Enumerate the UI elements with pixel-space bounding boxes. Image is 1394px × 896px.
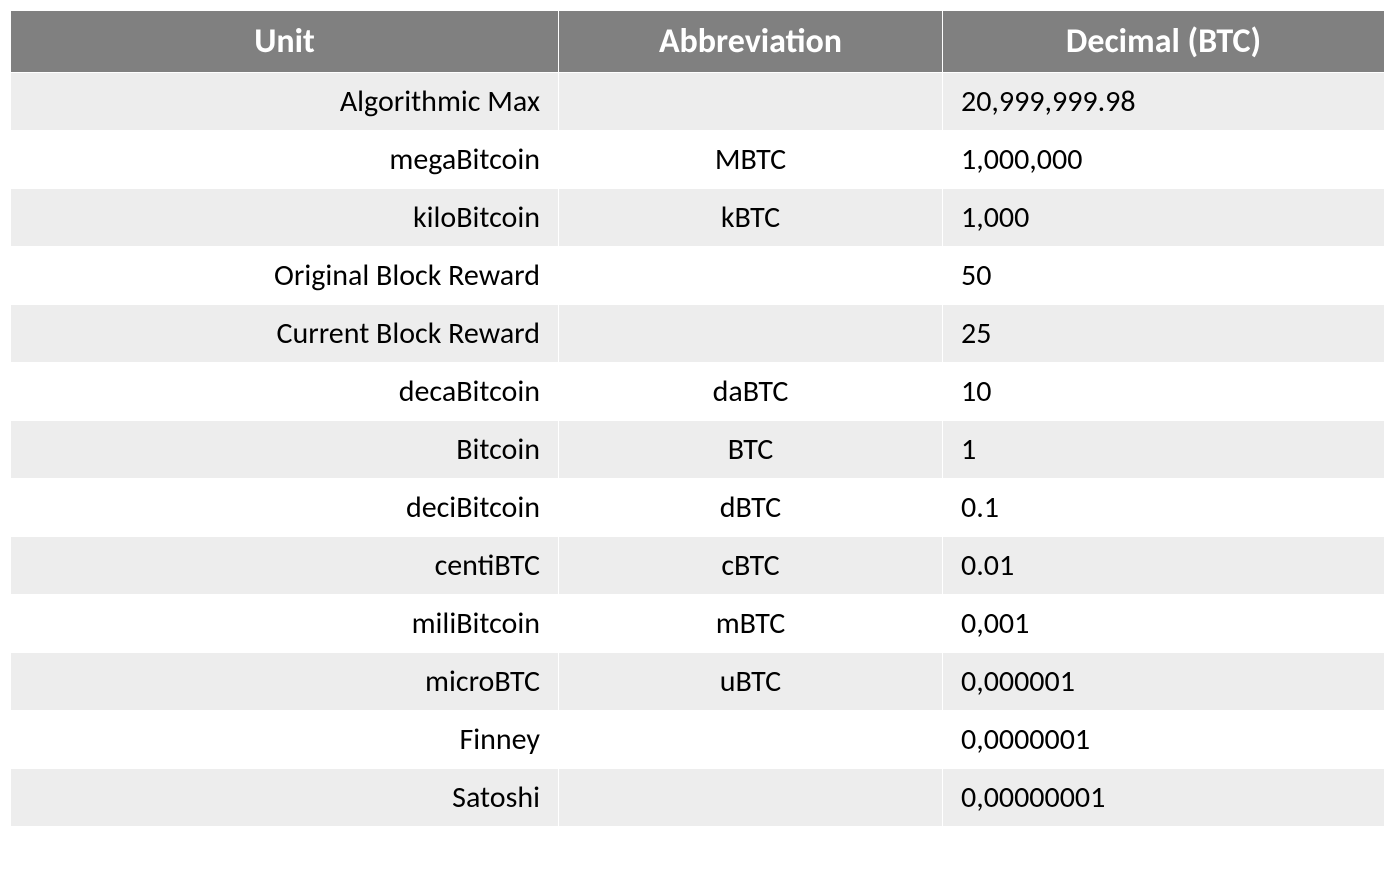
table-header-row: Unit Abbreviation Decimal (BTC) xyxy=(11,11,1385,73)
col-header-decimal: Decimal (BTC) xyxy=(943,11,1385,73)
cell-decimal: 0,000001 xyxy=(943,653,1385,711)
cell-decimal: 0.01 xyxy=(943,537,1385,595)
cell-abbrev: mBTC xyxy=(559,595,943,653)
cell-abbrev: kBTC xyxy=(559,189,943,247)
cell-decimal: 20,999,999.98 xyxy=(943,73,1385,131)
cell-unit: deciBitcoin xyxy=(11,479,559,537)
table-row: miliBitcoin mBTC 0,001 xyxy=(11,595,1385,653)
table-row: Current Block Reward 25 xyxy=(11,305,1385,363)
table-row: decaBitcoin daBTC 10 xyxy=(11,363,1385,421)
cell-abbrev: MBTC xyxy=(559,131,943,189)
cell-abbrev xyxy=(559,247,943,305)
cell-unit: microBTC xyxy=(11,653,559,711)
cell-abbrev xyxy=(559,711,943,769)
cell-unit: decaBitcoin xyxy=(11,363,559,421)
cell-decimal: 10 xyxy=(943,363,1385,421)
cell-abbrev: BTC xyxy=(559,421,943,479)
table-row: Original Block Reward 50 xyxy=(11,247,1385,305)
table-row: Bitcoin BTC 1 xyxy=(11,421,1385,479)
cell-abbrev xyxy=(559,73,943,131)
cell-abbrev xyxy=(559,769,943,827)
cell-unit: Current Block Reward xyxy=(11,305,559,363)
cell-decimal: 50 xyxy=(943,247,1385,305)
cell-unit: Finney xyxy=(11,711,559,769)
cell-decimal: 1,000 xyxy=(943,189,1385,247)
cell-unit: kiloBitcoin xyxy=(11,189,559,247)
cell-decimal: 0,0000001 xyxy=(943,711,1385,769)
cell-decimal: 0.1 xyxy=(943,479,1385,537)
cell-decimal: 1 xyxy=(943,421,1385,479)
cell-unit: megaBitcoin xyxy=(11,131,559,189)
table-row: microBTC uBTC 0,000001 xyxy=(11,653,1385,711)
table-row: deciBitcoin dBTC 0.1 xyxy=(11,479,1385,537)
cell-abbrev: daBTC xyxy=(559,363,943,421)
table-row: Algorithmic Max 20,999,999.98 xyxy=(11,73,1385,131)
col-header-abbrev: Abbreviation xyxy=(559,11,943,73)
cell-unit: Algorithmic Max xyxy=(11,73,559,131)
cell-unit: Bitcoin xyxy=(11,421,559,479)
cell-decimal: 25 xyxy=(943,305,1385,363)
cell-unit: centiBTC xyxy=(11,537,559,595)
table-row: Finney 0,0000001 xyxy=(11,711,1385,769)
cell-unit: Satoshi xyxy=(11,769,559,827)
bitcoin-units-table: Unit Abbreviation Decimal (BTC) Algorith… xyxy=(10,10,1385,827)
cell-decimal: 1,000,000 xyxy=(943,131,1385,189)
cell-abbrev: uBTC xyxy=(559,653,943,711)
cell-abbrev xyxy=(559,305,943,363)
table-row: kiloBitcoin kBTC 1,000 xyxy=(11,189,1385,247)
cell-decimal: 0,001 xyxy=(943,595,1385,653)
cell-abbrev: cBTC xyxy=(559,537,943,595)
cell-decimal: 0,00000001 xyxy=(943,769,1385,827)
cell-unit: Original Block Reward xyxy=(11,247,559,305)
table-row: centiBTC cBTC 0.01 xyxy=(11,537,1385,595)
cell-unit: miliBitcoin xyxy=(11,595,559,653)
table-row: Satoshi 0,00000001 xyxy=(11,769,1385,827)
table-row: megaBitcoin MBTC 1,000,000 xyxy=(11,131,1385,189)
col-header-unit: Unit xyxy=(11,11,559,73)
cell-abbrev: dBTC xyxy=(559,479,943,537)
